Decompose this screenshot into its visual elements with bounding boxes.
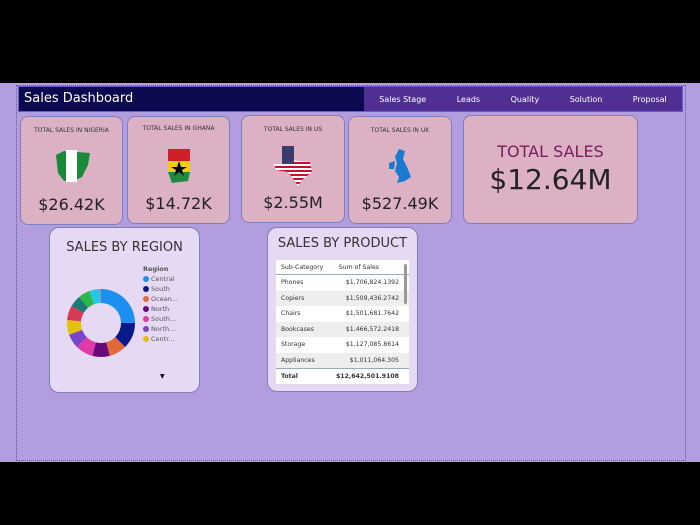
total-sales-card: TOTAL SALES $12.64M [463,115,638,224]
donut-segment[interactable] [99,289,101,304]
donut-segment[interactable] [67,306,84,322]
kpi-value: $2.55M [263,193,323,212]
table-row[interactable]: Bookcases $1,466,572.2418 [276,321,409,337]
total-value: $12,642,501.9108 [335,372,399,380]
table-row[interactable]: Copiers $1,509,436.2742 [276,290,409,306]
table-row[interactable]: Chairs $1,501,681.7642 [276,306,409,322]
column-header-sorted[interactable]: Sum of Sales [338,263,379,271]
legend-dot [143,306,149,312]
panel-title: SALES BY REGION [66,240,183,255]
legend-item[interactable]: North [143,304,197,314]
legend-label: Central [151,275,175,283]
legend-dot [143,276,149,282]
legend-item[interactable]: Central [143,274,197,284]
cell-sales: $1,509,436.2742 [345,294,399,302]
legend-item[interactable]: Centr... [143,334,197,344]
page-title: Sales Dashboard [24,91,134,106]
cell-sales: $1,127,085.8614 [345,341,399,349]
legend-label: North [151,305,170,313]
column-header[interactable]: Sub-Category [281,263,324,271]
nav-proposal[interactable]: Proposal [632,94,667,104]
donut-segment[interactable] [106,337,126,356]
nav-sales-stage[interactable]: Sales Stage [379,94,427,104]
report-canvas: Sales Dashboard Sales Stage Leads Qualit… [0,83,700,462]
region-donut-chart[interactable] [66,288,136,358]
nav-bar: Sales Stage Leads Quality Solution Propo… [364,87,682,111]
table-row[interactable]: Storage $1,127,085.8614 [276,337,409,353]
donut-segment[interactable] [76,337,96,356]
legend-dot [143,326,149,332]
us-flag-texas-icon [274,146,312,186]
uk-map-icon [389,149,411,183]
table-row[interactable]: Phones $1,706,824.1392 [276,275,409,291]
legend-item[interactable]: South [143,284,197,294]
donut-segment[interactable] [69,329,87,348]
legend-label: South [151,285,170,293]
legend-dot [143,336,149,342]
nav-quality[interactable]: Quality [510,94,540,104]
nav-leads[interactable]: Leads [456,94,481,104]
donut-segment[interactable] [71,296,89,313]
legend-label: Centr... [151,335,175,343]
legend-title: Region [143,265,169,273]
cell-sales: $1,706,824.1392 [345,279,399,287]
legend-dot [143,286,149,292]
cell-subcategory: Bookcases [281,325,314,333]
kpi-card-uk: TOTAL SALES IN UK $527.49K [348,116,452,224]
donut-segment[interactable] [101,289,135,323]
kpi-value: $26.42K [38,195,105,214]
sales-by-product-panel: SALES BY PRODUCT Sub-Category Sum of Sale… [267,227,418,392]
canvas-border [16,85,686,461]
cell-subcategory: Chairs [281,310,301,318]
nav-solution[interactable]: Solution [569,94,603,104]
cell-subcategory: Storage [281,341,306,349]
total-label: Total [281,372,298,380]
product-table: Sub-Category Sum of Sales Phones $1,706,82… [276,260,409,384]
ghana-flag-map-icon [167,149,190,183]
kpi-value: $527.49K [361,194,439,213]
total-sales-label: TOTAL SALES [497,142,604,161]
kpi-card-nigeria: TOTAL SALES IN NIGERIA $26.42K [20,116,123,225]
cell-sales: $1,011,064.305 [349,356,399,364]
region-legend: Region Central South Ocean... North South...… [143,264,197,344]
cell-sales: $1,466,572.2418 [345,325,399,333]
table-row[interactable]: Appliances $1,011,064.305 [276,352,409,368]
kpi-label: TOTAL SALES IN US [263,126,323,133]
kpi-label: TOTAL SALES IN GHANA [142,125,215,132]
header-bar: Sales Dashboard Sales Stage Leads Qualit… [18,86,683,112]
cell-sales: $1,501,681.7642 [345,310,399,318]
table-header: Sub-Category Sum of Sales [276,260,409,275]
legend-dot [143,296,149,302]
kpi-value: $14.72K [145,194,212,213]
total-sales-value: $12.64M [489,163,612,196]
donut-segment[interactable] [67,320,83,335]
cell-subcategory: Appliances [281,356,315,364]
table-scrollbar[interactable] [404,264,407,304]
legend-label: Ocean... [151,295,178,303]
donut-segment[interactable] [79,291,95,308]
legend-dot [143,316,149,322]
kpi-label: TOTAL SALES IN UK [370,127,430,134]
legend-item[interactable]: South... [143,314,197,324]
panel-title: SALES BY PRODUCT [277,236,408,251]
table-body: Phones $1,706,824.1392 Copiers $1,509,436.2… [276,275,409,368]
sales-by-region-panel: SALES BY REGION Region Central South Ocean… [49,227,200,393]
nigeria-flag-map-icon [55,150,90,182]
kpi-card-ghana: TOTAL SALES IN GHANA $14.72K [127,116,230,224]
donut-segment[interactable] [89,289,100,305]
cell-subcategory: Copiers [281,294,305,302]
kpi-label: TOTAL SALES IN NIGERIA [34,127,109,134]
cell-subcategory: Phones [281,279,304,287]
legend-item[interactable]: North... [143,324,197,334]
kpi-card-us: TOTAL SALES IN US $2.55M [241,115,345,223]
table-total-row: Total $12,642,501.9108 [276,368,409,384]
legend-scroll-down-icon[interactable]: ▼ [160,373,165,380]
legend-label: South... [151,315,177,323]
legend-label: North... [151,325,176,333]
legend-items: Central South Ocean... North South... North..… [143,274,197,344]
donut-segment[interactable] [92,342,110,357]
legend-item[interactable]: Ocean... [143,294,197,304]
donut-segment[interactable] [115,323,135,348]
